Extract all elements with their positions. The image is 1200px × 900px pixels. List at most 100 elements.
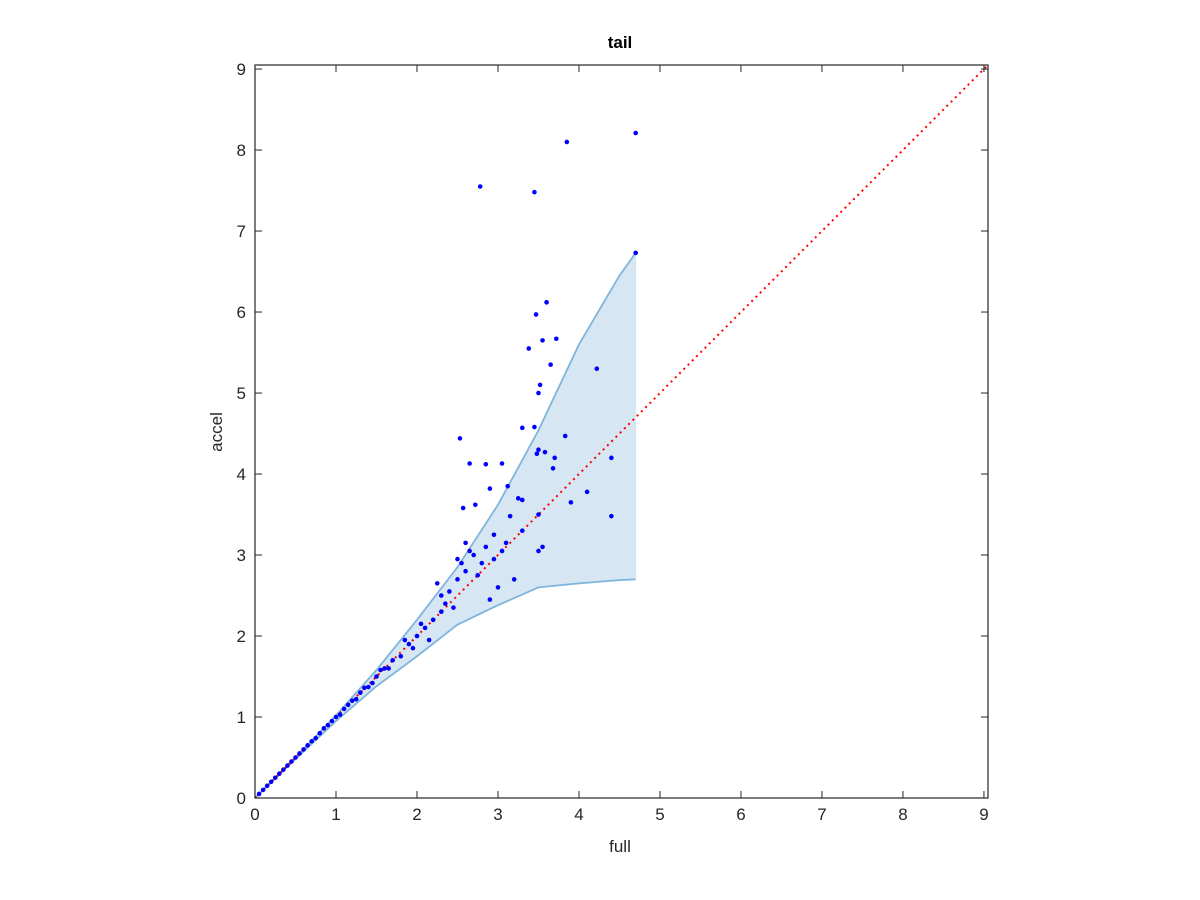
scatter-point bbox=[305, 743, 310, 748]
scatter-point bbox=[515, 496, 521, 501]
scatter-point bbox=[536, 548, 541, 554]
y-tick-label: 9 bbox=[237, 60, 246, 79]
scatter-point bbox=[333, 714, 339, 720]
scatter-point bbox=[540, 544, 545, 550]
scatter-point bbox=[491, 532, 497, 538]
scatter-point bbox=[430, 617, 436, 623]
scatter-point bbox=[459, 560, 464, 566]
scatter-point bbox=[609, 455, 614, 461]
scatter-point bbox=[457, 436, 463, 441]
scatter-point bbox=[455, 556, 460, 562]
scatter-point bbox=[455, 577, 460, 582]
scatter-point bbox=[386, 666, 391, 671]
scatter-point bbox=[507, 513, 513, 519]
scatter-point bbox=[471, 552, 476, 558]
scatter-point bbox=[552, 455, 557, 461]
scatter-point bbox=[483, 544, 489, 550]
scatter-point bbox=[378, 667, 383, 673]
x-tick-label: 7 bbox=[817, 805, 826, 824]
scatter-point bbox=[293, 755, 298, 760]
x-tick-label: 3 bbox=[493, 805, 502, 824]
scatter-point bbox=[341, 706, 347, 712]
scatter-point bbox=[536, 512, 541, 517]
scatter-point bbox=[345, 702, 351, 708]
scatter-point bbox=[309, 739, 314, 744]
scatter-point bbox=[256, 791, 262, 797]
scatter-point bbox=[491, 556, 497, 562]
scatter-point bbox=[272, 775, 278, 781]
y-tick-label: 7 bbox=[237, 222, 246, 241]
scatter-point bbox=[548, 362, 553, 367]
scatter-point bbox=[532, 424, 537, 430]
scatter-point bbox=[532, 189, 537, 195]
scatter-point bbox=[434, 581, 440, 586]
y-tick-label: 1 bbox=[237, 708, 246, 727]
scatter-point bbox=[550, 466, 556, 471]
scatter-point bbox=[519, 425, 525, 431]
y-tick-label: 6 bbox=[237, 303, 246, 322]
scatter-point bbox=[633, 250, 638, 256]
scatter-point bbox=[260, 787, 266, 793]
y-tick-label: 3 bbox=[237, 546, 246, 565]
x-tick-label: 9 bbox=[979, 805, 988, 824]
band-lower bbox=[254, 578, 636, 799]
scatter-point bbox=[568, 500, 574, 505]
scatter-point bbox=[536, 447, 541, 453]
scatter-point bbox=[382, 666, 387, 671]
scatter-point bbox=[281, 767, 286, 772]
scatter-point bbox=[534, 451, 540, 457]
scatter-point bbox=[426, 637, 432, 643]
scatter-point bbox=[362, 685, 367, 691]
x-tick-label: 8 bbox=[898, 805, 907, 824]
x-tick-label: 0 bbox=[250, 805, 259, 824]
x-axis-label: full bbox=[609, 837, 631, 856]
scatter-point bbox=[406, 641, 412, 647]
y-tick-label: 2 bbox=[237, 627, 246, 646]
x-tick-label: 4 bbox=[574, 805, 583, 824]
scatter-point bbox=[443, 601, 448, 606]
scatter-point bbox=[370, 680, 375, 686]
scatter-point bbox=[422, 625, 428, 631]
scatter-point bbox=[329, 718, 335, 724]
scatter-point bbox=[410, 645, 416, 651]
scatter-point bbox=[264, 783, 270, 789]
x-tick-label: 2 bbox=[412, 805, 421, 824]
scatter-point bbox=[564, 139, 570, 145]
scatter-point bbox=[633, 130, 638, 136]
scatter-point bbox=[537, 382, 543, 388]
scatter-point bbox=[609, 513, 614, 519]
scatter-point bbox=[325, 722, 331, 728]
scatter-point bbox=[553, 336, 559, 342]
scatter-point bbox=[402, 637, 408, 643]
scatter-point bbox=[505, 483, 511, 489]
y-axis-label: accel bbox=[207, 412, 226, 452]
scatter-point bbox=[374, 674, 379, 679]
scatter-point bbox=[398, 653, 404, 659]
scatter-point bbox=[451, 605, 456, 610]
scatter-point bbox=[463, 568, 468, 574]
scatter-point bbox=[477, 184, 483, 189]
x-tick-label: 1 bbox=[331, 805, 340, 824]
scatter-point bbox=[542, 449, 548, 455]
scatter-point bbox=[414, 633, 420, 639]
scatter-point bbox=[357, 690, 363, 696]
scatter-point bbox=[467, 548, 472, 554]
scatter-point bbox=[301, 747, 306, 752]
scatter-point bbox=[460, 505, 466, 511]
scatter-point bbox=[487, 486, 493, 491]
scatter-point bbox=[544, 300, 549, 305]
band-fill bbox=[255, 252, 636, 799]
x-tick-label: 5 bbox=[655, 805, 664, 824]
scatter-point bbox=[499, 461, 505, 466]
scatter-point bbox=[475, 572, 481, 578]
scatter-point bbox=[533, 312, 539, 317]
y-tick-label: 8 bbox=[237, 141, 246, 160]
scatter-point bbox=[289, 759, 294, 764]
scatter-point bbox=[479, 560, 485, 566]
y-tick-label: 0 bbox=[237, 789, 246, 808]
scatter-point bbox=[483, 462, 489, 467]
scatter-point bbox=[313, 735, 319, 741]
scatter-point bbox=[337, 712, 343, 717]
